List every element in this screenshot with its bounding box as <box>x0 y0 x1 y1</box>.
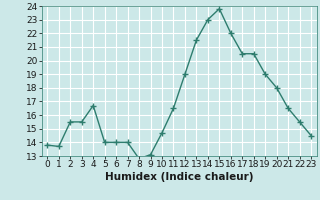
X-axis label: Humidex (Indice chaleur): Humidex (Indice chaleur) <box>105 172 253 182</box>
